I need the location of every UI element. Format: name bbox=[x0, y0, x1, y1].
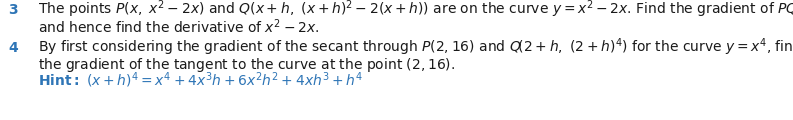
Text: $\mathbf{Hint:}$ $(x+h)^4=x^4+4x^3h+6x^2h^2+4xh^3+h^4$: $\mathbf{Hint:}$ $(x+h)^4=x^4+4x^3h+6x^2… bbox=[38, 71, 363, 90]
Text: The points $P(x,\ x^2-2x)$ and $Q\left(x+h,\ (x+h)^2-2(x+h)\right)$ are on the c: The points $P(x,\ x^2-2x)$ and $Q\left(x… bbox=[38, 0, 793, 20]
Text: By first considering the gradient of the secant through $P(2,16)$ and $Q\!\left(: By first considering the gradient of the… bbox=[38, 36, 793, 58]
Text: the gradient of the tangent to the curve at the point $(2,16)$.: the gradient of the tangent to the curve… bbox=[38, 56, 455, 74]
Text: 4: 4 bbox=[8, 41, 17, 55]
Text: 3: 3 bbox=[8, 3, 17, 17]
Text: and hence find the derivative of $x^2-2x$.: and hence find the derivative of $x^2-2x… bbox=[38, 17, 320, 36]
